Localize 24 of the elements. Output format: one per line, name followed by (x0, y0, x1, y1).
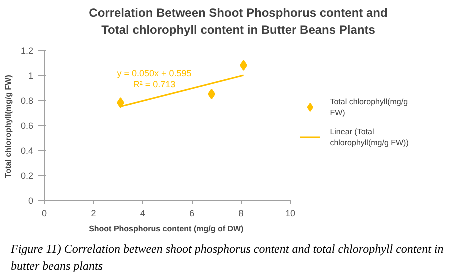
x-tick-label: 10 (285, 208, 296, 218)
point (208, 88, 216, 100)
point (240, 60, 248, 71)
y-tick-label: 0.8 (20, 96, 34, 106)
y-tick-label: 1 (28, 71, 34, 81)
x-tick-label: 0 (42, 208, 48, 218)
y-axis-title: Total chlorophyll(mg/g FW) (4, 74, 13, 178)
chart-title: Correlation Between Shoot Phosphorus content and Total chlorophyll content in Butter Beans Plants (89, 5, 388, 40)
point (116, 98, 125, 108)
y-tick-label: 0.2 (20, 171, 34, 181)
y-tick-label: 0 (28, 196, 34, 206)
y-tick-label: 0.4 (20, 146, 34, 156)
x-tick-label: 6 (190, 208, 195, 218)
x-tick-label: 4 (140, 208, 146, 218)
caption: Figure 11) Correlation between shoot phosphorus content and total chlorophyll content in butter beans plants (11, 241, 445, 276)
y-tick-label: 1.2 (20, 46, 34, 56)
x-tick-label: 8 (238, 208, 244, 218)
annotation: R² = 0.713 (133, 80, 176, 90)
y-tick-label: 0.6 (20, 121, 34, 131)
annotation: y = 0.050x + 0.595 (117, 68, 192, 78)
legend-label: Total chlorophyll(mg/g FW) (330, 98, 408, 118)
legend-label: Linear (Total chlorophyll(mg/g FW)) (330, 128, 410, 148)
x-axis-title: Shoot Phosphorus content (mg/g of DW) (89, 224, 244, 234)
x-tick-label: 2 (91, 208, 96, 218)
